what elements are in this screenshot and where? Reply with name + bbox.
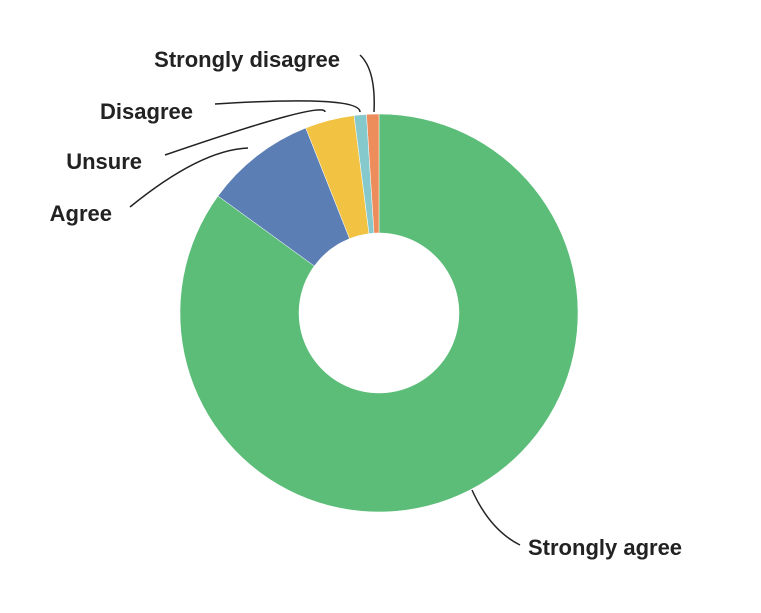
segment-label: Agree: [50, 201, 112, 226]
leader-line: [214, 100, 361, 113]
segment-label: Strongly agree: [528, 535, 682, 560]
donut-segment: [366, 113, 380, 234]
leader-line: [471, 489, 521, 546]
segment-label: Strongly disagree: [154, 47, 340, 72]
donut-segment: [179, 113, 579, 513]
leader-line: [129, 147, 249, 208]
leader-line: [164, 109, 326, 156]
segment-label: Unsure: [66, 149, 142, 174]
leader-line: [359, 54, 375, 113]
segment-label: Disagree: [100, 99, 193, 124]
